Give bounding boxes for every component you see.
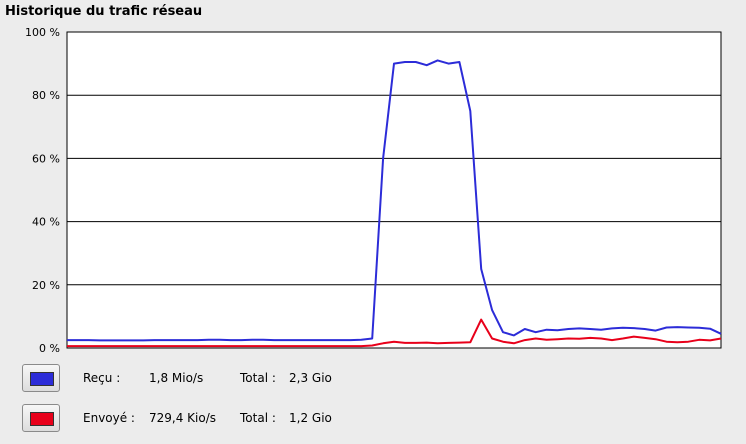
received-rate: 1,8 Mio/s	[149, 371, 204, 385]
sent-total: 1,2 Gio	[289, 411, 332, 425]
sent-series-line	[67, 318, 722, 348]
sent-color-swatch	[30, 412, 54, 426]
page-title: Historique du trafic réseau	[5, 4, 203, 19]
received-total: 2,3 Gio	[289, 371, 332, 385]
legend-sent: Envoyé : 729,4 Kio/s Total : 1,2 Gio	[22, 404, 722, 436]
legend-received: Reçu : 1,8 Mio/s Total : 2,3 Gio	[22, 364, 722, 396]
received-color-button[interactable]	[22, 364, 60, 392]
y-tick-label: 100 %	[25, 26, 60, 39]
sent-label: Envoyé :	[83, 411, 135, 425]
network-chart-svg: 100 % 80 % 60 % 40 % 20 % 0 %	[25, 26, 722, 355]
y-tick-label: 60 %	[32, 152, 60, 165]
received-total-label: Total :	[240, 371, 276, 385]
received-color-swatch	[30, 372, 54, 386]
sent-total-label: Total :	[240, 411, 276, 425]
sent-rate: 729,4 Kio/s	[149, 411, 217, 425]
plot-area	[66, 31, 722, 349]
y-tick-label: 20 %	[32, 279, 60, 292]
y-tick-label: 40 %	[32, 216, 60, 229]
y-tick-label: 80 %	[32, 89, 60, 102]
received-label: Reçu :	[83, 371, 121, 385]
network-chart: 100 % 80 % 60 % 40 % 20 % 0 %	[0, 22, 746, 362]
received-series-line	[67, 59, 722, 342]
sent-color-button[interactable]	[22, 404, 60, 432]
y-tick-label: 0 %	[39, 342, 60, 355]
